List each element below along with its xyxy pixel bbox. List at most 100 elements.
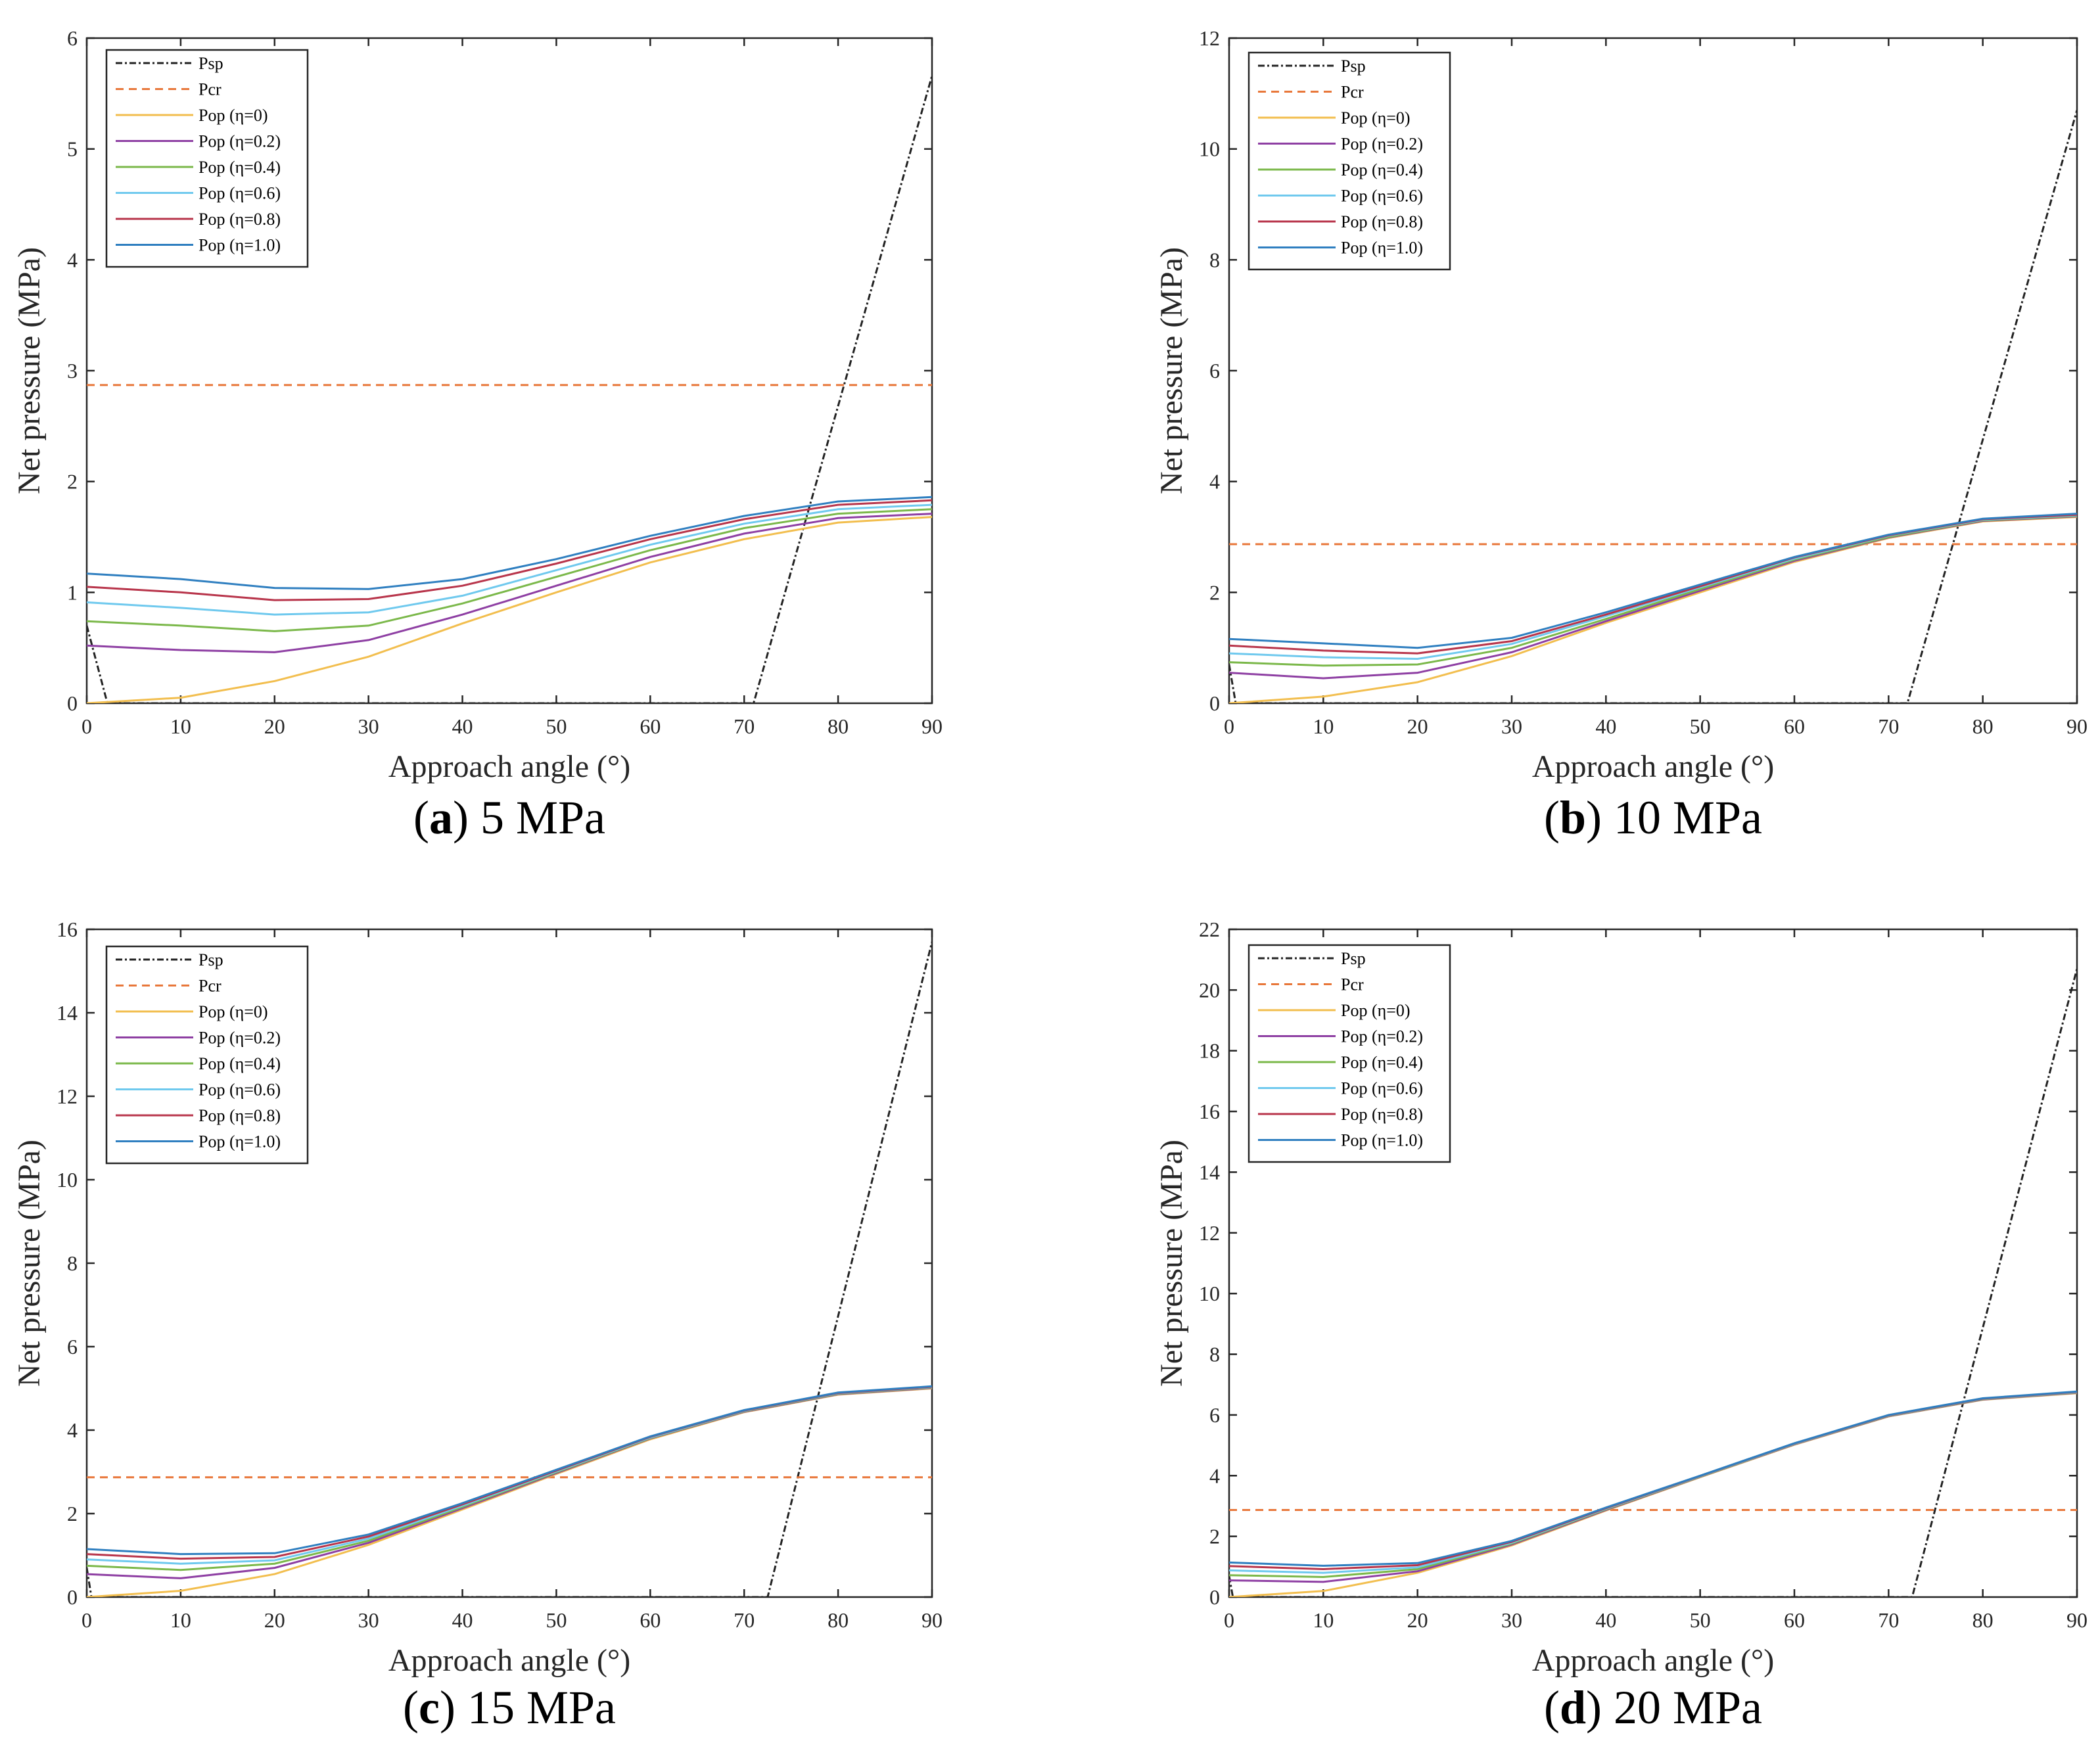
x-tick-label: 40 (452, 714, 473, 738)
y-tick-label: 10 (1199, 137, 1220, 161)
series-line-pop-0-2- (1229, 515, 2077, 680)
x-tick-label: 90 (922, 1608, 943, 1632)
legend-box (1248, 51, 1451, 271)
x-tick-label: 60 (1784, 714, 1805, 738)
y-tick-label: 8 (1209, 248, 1220, 271)
x-tick-label: 90 (922, 714, 943, 738)
panel-caption: (a) 5 MPa (413, 791, 605, 844)
legend-label: Pop (η=0.2) (198, 132, 281, 151)
y-tick-label: 4 (1209, 1464, 1220, 1487)
caption-close-paren: ) (440, 1681, 455, 1734)
legend-label: Pop (η=0.2) (1341, 1027, 1423, 1046)
series-line-psp (1229, 968, 2077, 1597)
y-tick-label: 2 (1209, 1525, 1220, 1548)
series-line-pop-0-8- (1229, 513, 2077, 655)
plot-area (1229, 968, 2077, 1597)
x-tick-label: 50 (1690, 714, 1711, 738)
legend-label: Pop (η=0.4) (198, 158, 281, 177)
legend-label: Pop (η=0.8) (198, 210, 281, 229)
x-axis-label: Approach angle (°) (1532, 749, 1774, 784)
legend-label: Psp (1341, 949, 1366, 968)
x-tick-label: 70 (1878, 1608, 1899, 1632)
caption-open-paren: ( (413, 791, 429, 844)
y-tick-label: 14 (57, 1001, 78, 1025)
plot-area (87, 941, 932, 1597)
y-tick-label: 12 (57, 1084, 78, 1108)
series-line-pop-0-6- (1229, 514, 2077, 661)
series-line-pop-0-2- (87, 1387, 932, 1579)
y-tick-label: 18 (1199, 1039, 1220, 1063)
y-tick-label: 10 (57, 1168, 78, 1192)
x-tick-label: 80 (828, 1608, 849, 1632)
x-tick-label: 20 (1407, 1608, 1428, 1632)
series-line-pop-1-0- (87, 1385, 932, 1556)
series-line-psp (87, 75, 932, 703)
x-tick-label: 30 (358, 1608, 379, 1632)
y-tick-label: 2 (1209, 580, 1220, 604)
chart-panel-c: 0 10 20 30 40 50 60 70 80 90 0 2 4 6 8 10 12 14 16 Approach… (12, 917, 943, 1734)
legend-label: Psp (198, 950, 223, 969)
x-tick-label: 0 (1224, 714, 1234, 738)
panel-caption: (c) 15 MPa (403, 1681, 616, 1734)
x-tick-label: 70 (734, 714, 755, 738)
y-tick-label: 0 (1209, 691, 1220, 715)
x-tick-label: 20 (1407, 714, 1428, 738)
y-axis-label: Net pressure (MPa) (1154, 1140, 1189, 1387)
y-tick-label: 2 (67, 1502, 78, 1525)
caption-letter: b (1560, 791, 1586, 844)
x-tick-label: 70 (734, 1608, 755, 1632)
x-tick-label: 10 (170, 714, 191, 738)
caption-letter: a (429, 791, 453, 844)
y-tick-label: 0 (67, 691, 78, 715)
series-line-pop-0-6- (87, 503, 932, 616)
caption-letter: c (419, 1681, 440, 1734)
plot-area (87, 75, 932, 703)
legend-label: Pcr (1341, 975, 1364, 994)
y-tick-label: 14 (1199, 1160, 1220, 1184)
y-tick-label: 5 (67, 137, 78, 161)
legend-label: Pop (η=0.8) (1341, 212, 1423, 231)
x-tick-label: 10 (1313, 1608, 1334, 1632)
x-tick-label: 20 (264, 714, 285, 738)
series-line-pop-0- (1229, 1392, 2077, 1597)
x-tick-label: 20 (264, 1608, 285, 1632)
y-tick-label: 10 (1199, 1282, 1220, 1305)
series-line-psp (1229, 110, 2077, 703)
x-tick-label: 80 (1972, 714, 1994, 738)
x-tick-label: 0 (82, 714, 92, 738)
legend-box (1248, 944, 1451, 1163)
legend-label: Pop (η=1.0) (1341, 1131, 1423, 1150)
x-tick-label: 40 (1595, 1608, 1616, 1632)
caption-open-paren: ( (1544, 791, 1560, 844)
x-tick-label: 70 (1878, 714, 1899, 738)
legend-label: Pop (η=0) (198, 106, 268, 125)
legend-label: Pop (η=0.6) (1341, 187, 1423, 206)
panel-caption: (d) 20 MPa (1544, 1681, 1762, 1734)
legend: Psp Pcr Pop (η=0) Pop (η=0.2) Pop (η=0.4) Pop… (105, 945, 309, 1165)
legend-label: Pop (η=0.6) (198, 184, 281, 203)
x-tick-label: 90 (2066, 1608, 2088, 1632)
caption-text: 20 MPa (1602, 1681, 1762, 1734)
x-tick-label: 10 (170, 1608, 191, 1632)
y-tick-label: 1 (67, 580, 78, 604)
x-tick-label: 40 (1595, 714, 1616, 738)
series-line-pop-0-6- (87, 1386, 932, 1565)
y-tick-label: 6 (67, 1335, 78, 1358)
series-line-pop-0-2- (1229, 1391, 2077, 1583)
y-tick-label: 0 (67, 1585, 78, 1609)
legend-label: Psp (1341, 57, 1366, 76)
series-line-pop-1-0- (1229, 1390, 2077, 1567)
x-tick-label: 50 (546, 1608, 567, 1632)
chart-panel-a: 0 10 20 30 40 50 60 70 80 90 0 1 2 3 4 5 6 Approach angle… (12, 26, 943, 844)
x-axis-label: Approach angle (°) (388, 749, 630, 784)
legend-label: Pop (η=0.6) (1341, 1079, 1423, 1098)
y-axis-label: Net pressure (MPa) (12, 1140, 47, 1387)
series-line-pop-0-8- (1229, 1391, 2077, 1571)
legend-label: Pop (η=0.4) (1341, 1053, 1423, 1072)
panel-caption: (b) 10 MPa (1544, 791, 1762, 844)
legend-label: Pcr (198, 977, 222, 996)
caption-open-paren: ( (1544, 1681, 1560, 1734)
series-line-pop-0-2- (87, 513, 932, 653)
y-tick-label: 8 (67, 1251, 78, 1275)
